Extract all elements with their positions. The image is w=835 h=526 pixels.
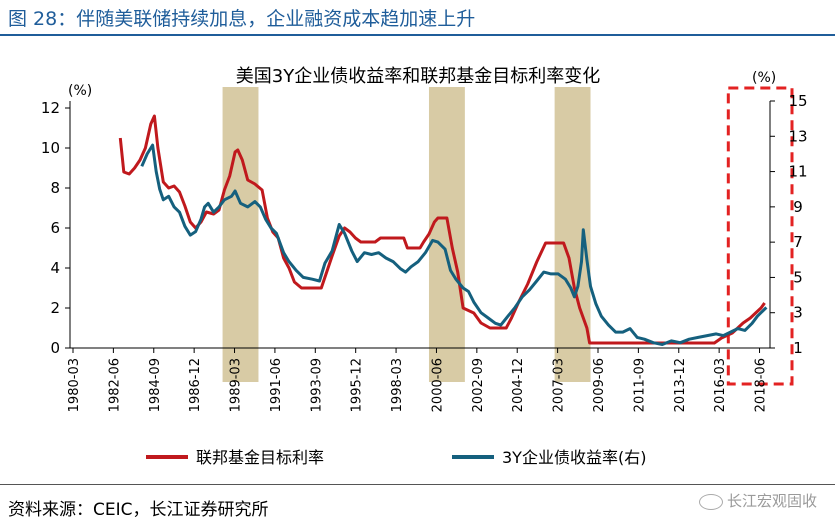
x-tick-label: 1986-12	[188, 358, 203, 412]
x-tick-label: 2007-03	[552, 358, 567, 412]
right-tick-label: 11	[788, 163, 807, 181]
corp-yield-line	[140, 143, 768, 346]
figure-title: 图 28：伴随美联储持续加息，企业融资成本趋加速上升	[8, 8, 476, 30]
x-tick-label: 2018-06	[754, 358, 769, 412]
shaded-periods	[222, 87, 591, 382]
source-note: 资料来源：CEIC，长江证券研究所	[8, 500, 269, 520]
legend-label-fed: 联邦基金目标利率	[196, 448, 324, 467]
left-tick-label: 6	[50, 219, 60, 237]
x-tick-label: 2011-09	[632, 358, 647, 412]
x-tick-label: 2009-06	[592, 358, 607, 412]
right-tick-label: 13	[788, 127, 807, 145]
right-tick-label: 5	[793, 268, 803, 286]
right-tick-label: 3	[793, 304, 803, 322]
x-tick-label: 1998-03	[390, 358, 405, 412]
chart-title: 美国3Y企业债收益率和联邦基金目标利率变化	[236, 66, 600, 87]
x-tick-label: 2016-03	[713, 358, 728, 412]
right-tick-label: 7	[793, 233, 803, 251]
right-tick-label: 1	[793, 339, 803, 357]
highlight-box-group	[726, 86, 794, 386]
watermark-text: 长江宏观固收	[726, 492, 817, 510]
left-tick-label: 2	[50, 299, 60, 317]
left-tick-label: 10	[41, 139, 60, 157]
watermark: 长江宏观固收	[698, 490, 817, 511]
x-tick-label: 2000-06	[430, 358, 445, 412]
right-axis-unit: (%)	[752, 70, 776, 86]
title-rule	[0, 34, 835, 36]
fed-rate-line	[118, 114, 766, 345]
bottom-rule	[0, 484, 835, 485]
highlight-box	[726, 86, 794, 386]
left-tick-label: 8	[50, 179, 60, 197]
x-tick-label: 1982-06	[107, 358, 122, 412]
x-tick-label: 2002-09	[471, 358, 486, 412]
x-tick-label: 1995-12	[350, 358, 365, 412]
x-tick-label: 1980-03	[67, 358, 82, 412]
x-tick-label: 2013-12	[673, 358, 688, 412]
left-tick-label: 12	[41, 99, 60, 117]
x-tick-label: 1984-09	[148, 358, 163, 412]
shaded-period-1	[428, 87, 465, 382]
left-tick-label: 0	[50, 339, 60, 357]
legend-label-corp: 3Y企业债收益率(右)	[502, 448, 646, 467]
x-tick-label: 1993-09	[309, 358, 324, 412]
left-tick-label: 4	[50, 259, 60, 277]
x-tick-label: 2004-12	[511, 358, 526, 412]
x-tick-label: 1991-06	[269, 358, 284, 412]
shaded-period-0	[222, 87, 259, 382]
right-tick-label: 9	[793, 198, 803, 216]
wechat-icon	[698, 493, 723, 510]
legend: 联邦基金目标利率 3Y企业债收益率(右)	[146, 448, 646, 467]
series-lines	[118, 114, 768, 346]
left-axis-unit: (%)	[68, 83, 92, 99]
right-tick-label: 15	[788, 92, 807, 110]
x-tick-label: 1989-03	[229, 358, 244, 412]
